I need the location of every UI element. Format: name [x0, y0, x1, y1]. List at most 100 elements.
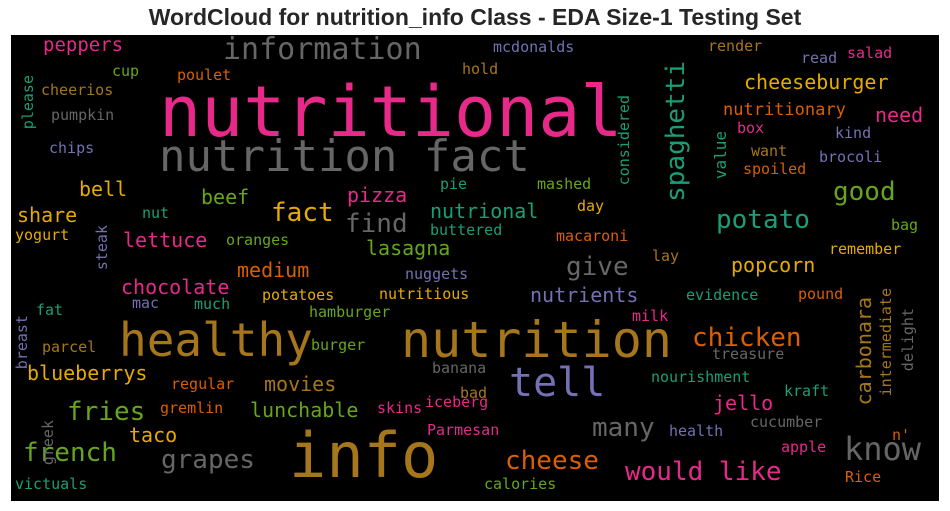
word-skins: skins — [377, 399, 423, 417]
word-value: value — [711, 131, 730, 180]
word-breast: breast — [13, 315, 31, 370]
word-chips: chips — [49, 139, 95, 157]
word-cheeseburger: cheeseburger — [744, 70, 889, 94]
word-potatoes: potatoes — [262, 286, 335, 304]
word-treasure: treasure — [712, 345, 785, 363]
word-nutrional: nutrional — [430, 199, 539, 223]
word-remember: remember — [829, 240, 902, 258]
word-cheese: cheese — [505, 446, 599, 476]
word-tell: tell — [509, 360, 606, 406]
word-steak: steak — [93, 225, 111, 271]
word-bell: bell — [79, 177, 128, 201]
word-calories: calories — [484, 475, 557, 493]
word-much: much — [194, 295, 231, 313]
word-nut: nut — [142, 204, 170, 222]
word-find: find — [345, 209, 408, 239]
word-movies: movies — [264, 372, 337, 396]
word-spaghetti: spaghetti — [661, 61, 691, 202]
word-render: render — [708, 37, 763, 55]
word-taco: taco — [129, 423, 178, 447]
word-rice: Rice — [845, 468, 882, 486]
word-medium: medium — [237, 258, 310, 282]
word-lasagna: lasagna — [366, 236, 451, 260]
word-brocoli: brocoli — [819, 148, 883, 166]
word-lay: lay — [652, 247, 680, 265]
word-fact: fact — [271, 198, 334, 228]
word-day: day — [577, 197, 605, 215]
word-victuals: victuals — [15, 475, 88, 493]
word-pumpkin: pumpkin — [51, 106, 115, 124]
word-apple: apple — [781, 438, 827, 456]
word-good: good — [833, 177, 896, 207]
word-delight: delight — [899, 308, 917, 372]
word-chocolate: chocolate — [121, 275, 230, 299]
chart-title: WordCloud for nutrition_info Class - EDA… — [148, 4, 802, 30]
word-need: need — [875, 103, 924, 127]
word-chicken: chicken — [692, 323, 802, 353]
word-spoiled: spoiled — [743, 160, 807, 178]
word-considered: considered — [615, 95, 633, 186]
word-nourishment: nourishment — [651, 368, 751, 386]
word-evidence: evidence — [686, 286, 759, 304]
word-regular: regular — [171, 375, 235, 393]
word-mashed: mashed — [537, 175, 592, 193]
word-peppers: peppers — [43, 35, 124, 56]
word-n: n' — [892, 426, 911, 444]
word-fries: fries — [67, 397, 146, 427]
word-blueberrys: blueberrys — [27, 361, 148, 385]
word-bag: bag — [891, 216, 919, 234]
word-french: french — [23, 438, 117, 468]
word-grapes: grapes — [161, 445, 255, 475]
word-greek: greek — [39, 420, 57, 466]
word-fat: fat — [36, 301, 64, 319]
word-iceberg: iceberg — [425, 393, 489, 411]
word-info: info — [289, 419, 439, 492]
word-cup: cup — [112, 62, 140, 80]
word-yogurt: yogurt — [15, 226, 70, 244]
word-cheerios: cheerios — [41, 81, 114, 99]
word-kind: kind — [835, 124, 872, 142]
word-share: share — [17, 203, 78, 227]
word-jello: jello — [713, 391, 774, 415]
word-want: want — [751, 142, 788, 160]
word-please: please — [19, 75, 37, 130]
word-parmesan: Parmesan — [427, 421, 500, 439]
word-information: information — [223, 35, 422, 67]
word-healthy: healthy — [119, 313, 313, 367]
word-nutrients: nutrients — [530, 283, 639, 307]
word-oranges: oranges — [226, 231, 290, 249]
word-kraft: kraft — [784, 382, 830, 400]
word-carbonara: carbonara — [852, 297, 876, 406]
word-poulet: poulet — [177, 66, 232, 84]
word-potato: potato — [716, 205, 810, 235]
word-health: health — [669, 422, 724, 440]
word-popcorn: popcorn — [731, 253, 816, 277]
word-box: box — [737, 119, 765, 137]
word-give: give — [566, 252, 629, 282]
word-milk: milk — [632, 307, 669, 325]
word-nutritionary: nutritionary — [723, 100, 846, 120]
word-hold: hold — [462, 60, 499, 78]
word-lettuce: lettuce — [123, 228, 208, 252]
wordcloud-canvas: nutritional nutrition fact info nutrition he… — [11, 35, 939, 501]
word-macaroni: macaroni — [556, 227, 629, 245]
word-parcel: parcel — [42, 338, 97, 356]
word-nuggets: nuggets — [405, 265, 469, 283]
word-hamburger: hamburger — [309, 303, 391, 321]
word-lunchable: lunchable — [250, 398, 359, 422]
word-burger: burger — [311, 336, 366, 354]
word-buttered: buttered — [430, 221, 503, 239]
word-read: read — [801, 49, 838, 67]
word-cucumber: cucumber — [750, 413, 823, 431]
word-gremlin: gremlin — [160, 399, 224, 417]
word-beef: beef — [201, 185, 250, 209]
word-nutrition: nutrition — [401, 311, 672, 369]
word-bad: bad — [460, 384, 488, 402]
word-nutritious: nutritious — [379, 285, 470, 303]
word-intermediate: intermediate — [877, 288, 895, 397]
word-would-like: would like — [625, 457, 782, 487]
word-salad: salad — [847, 44, 893, 62]
word-pound: pound — [798, 285, 844, 303]
word-pie: pie — [440, 175, 468, 193]
word-many: many — [592, 413, 655, 443]
